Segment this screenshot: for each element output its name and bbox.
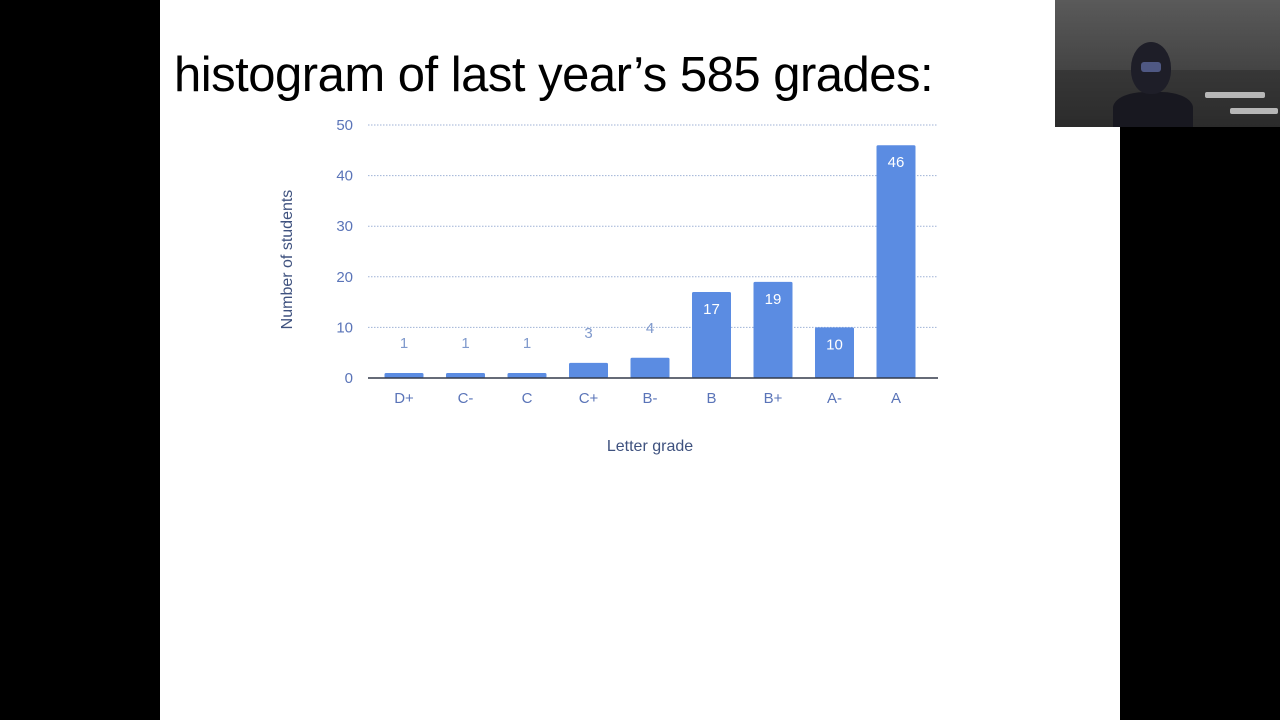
bar-a-minus xyxy=(815,327,854,378)
bar-d-plus xyxy=(384,372,424,378)
bars xyxy=(384,145,916,378)
presenter-face-glare xyxy=(1141,62,1161,72)
y-tick-label: 50 xyxy=(336,117,353,134)
x-tick-label: C+ xyxy=(579,390,599,407)
bar-b-minus xyxy=(630,357,670,378)
y-axis-title: Number of students xyxy=(279,190,296,330)
x-tick-label: B- xyxy=(643,390,658,407)
y-tick-label: 0 xyxy=(345,370,353,387)
x-axis-ticks: D+ C- C C+ B- B B+ A- A xyxy=(394,390,901,407)
data-label: 10 xyxy=(826,336,843,353)
data-label: 17 xyxy=(703,301,720,318)
gridlines xyxy=(368,124,938,328)
bar-a xyxy=(876,145,916,378)
data-labels: 1 1 1 3 4 17 19 10 46 xyxy=(400,154,905,353)
y-tick-label: 30 xyxy=(336,218,353,235)
data-label: 46 xyxy=(888,154,905,171)
data-label: 4 xyxy=(646,320,654,337)
y-tick-label: 20 xyxy=(336,269,353,286)
data-label: 1 xyxy=(523,335,531,352)
data-label: 19 xyxy=(765,291,782,308)
data-label: 1 xyxy=(400,335,408,352)
ceiling-light xyxy=(1230,108,1278,114)
x-tick-label: A xyxy=(891,390,901,407)
x-tick-label: C xyxy=(522,390,533,407)
data-label: 1 xyxy=(461,335,469,352)
y-axis-ticks: 0 10 20 30 40 50 xyxy=(336,117,353,387)
x-tick-label: D+ xyxy=(394,390,414,407)
grade-histogram-chart: 0 10 20 30 40 50 1 1 1 3 4 17 19 10 46 D+ C- C C+ B- B B+ A-… xyxy=(279,117,938,455)
presentation-slide: histogram of last year’s 585 grades: 0 10… xyxy=(160,0,1120,720)
bar-c xyxy=(507,372,547,378)
data-label: 3 xyxy=(584,325,592,342)
x-tick-label: B xyxy=(706,390,716,407)
bar-b-plus xyxy=(753,281,793,378)
x-tick-label: B+ xyxy=(764,390,783,407)
ceiling-light xyxy=(1205,92,1265,98)
bar-c-plus xyxy=(569,362,608,378)
slide-title: histogram of last year’s 585 grades: xyxy=(174,48,934,102)
x-tick-label: A- xyxy=(827,390,842,407)
presenter-body xyxy=(1113,92,1193,127)
y-tick-label: 10 xyxy=(336,319,353,336)
x-tick-label: C- xyxy=(458,390,474,407)
bar-c-minus xyxy=(446,372,485,378)
webcam-video-feed xyxy=(1055,0,1280,127)
x-axis-title: Letter grade xyxy=(607,438,693,455)
bar-b xyxy=(692,291,731,378)
y-tick-label: 40 xyxy=(336,168,353,185)
